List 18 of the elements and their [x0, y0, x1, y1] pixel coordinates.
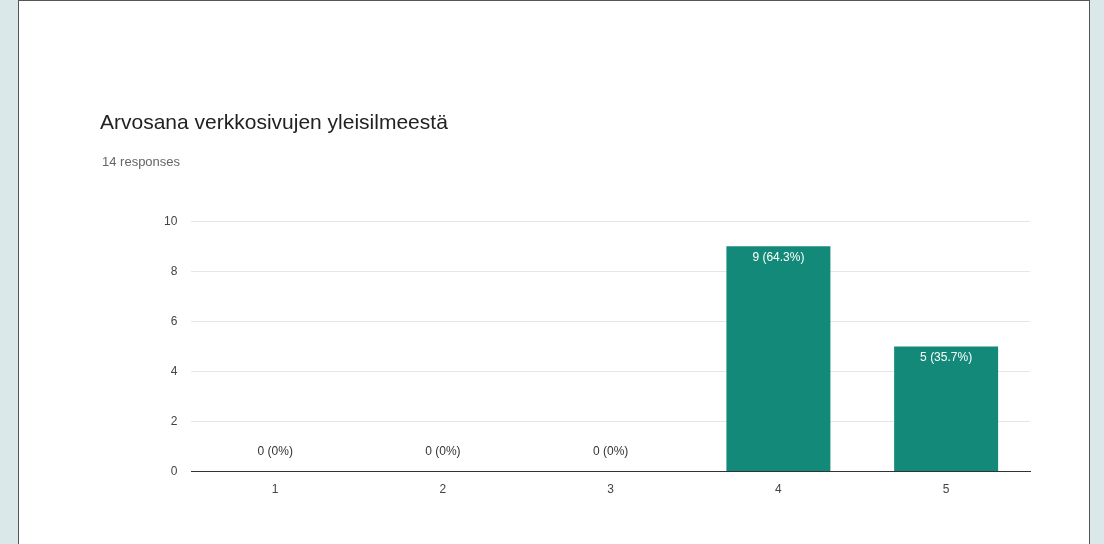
y-tick-label: 4	[170, 363, 178, 378]
y-tick-label: 8	[170, 263, 178, 278]
x-tick-label: 3	[607, 482, 615, 497]
x-tick-label: 4	[775, 482, 783, 497]
data-label: 5 (35.7%)	[920, 349, 973, 364]
data-label: 0 (0%)	[257, 443, 293, 458]
x-tick-label: 1	[271, 482, 279, 497]
chart-title: Arvosana verkkosivujen yleisilmeestä	[100, 110, 448, 134]
y-tick-label: 6	[170, 313, 178, 328]
data-label: 0 (0%)	[593, 443, 629, 458]
data-label: 9 (64.3%)	[752, 249, 805, 264]
data-label: 0 (0%)	[425, 443, 461, 458]
chart-subtitle: 14 responses	[102, 154, 181, 169]
y-tick-label: 2	[170, 413, 178, 428]
x-tick-label: 2	[439, 482, 447, 497]
y-tick-label: 10	[163, 213, 178, 228]
y-tick-label: 0	[170, 463, 178, 478]
x-tick-label: 5	[942, 482, 950, 497]
